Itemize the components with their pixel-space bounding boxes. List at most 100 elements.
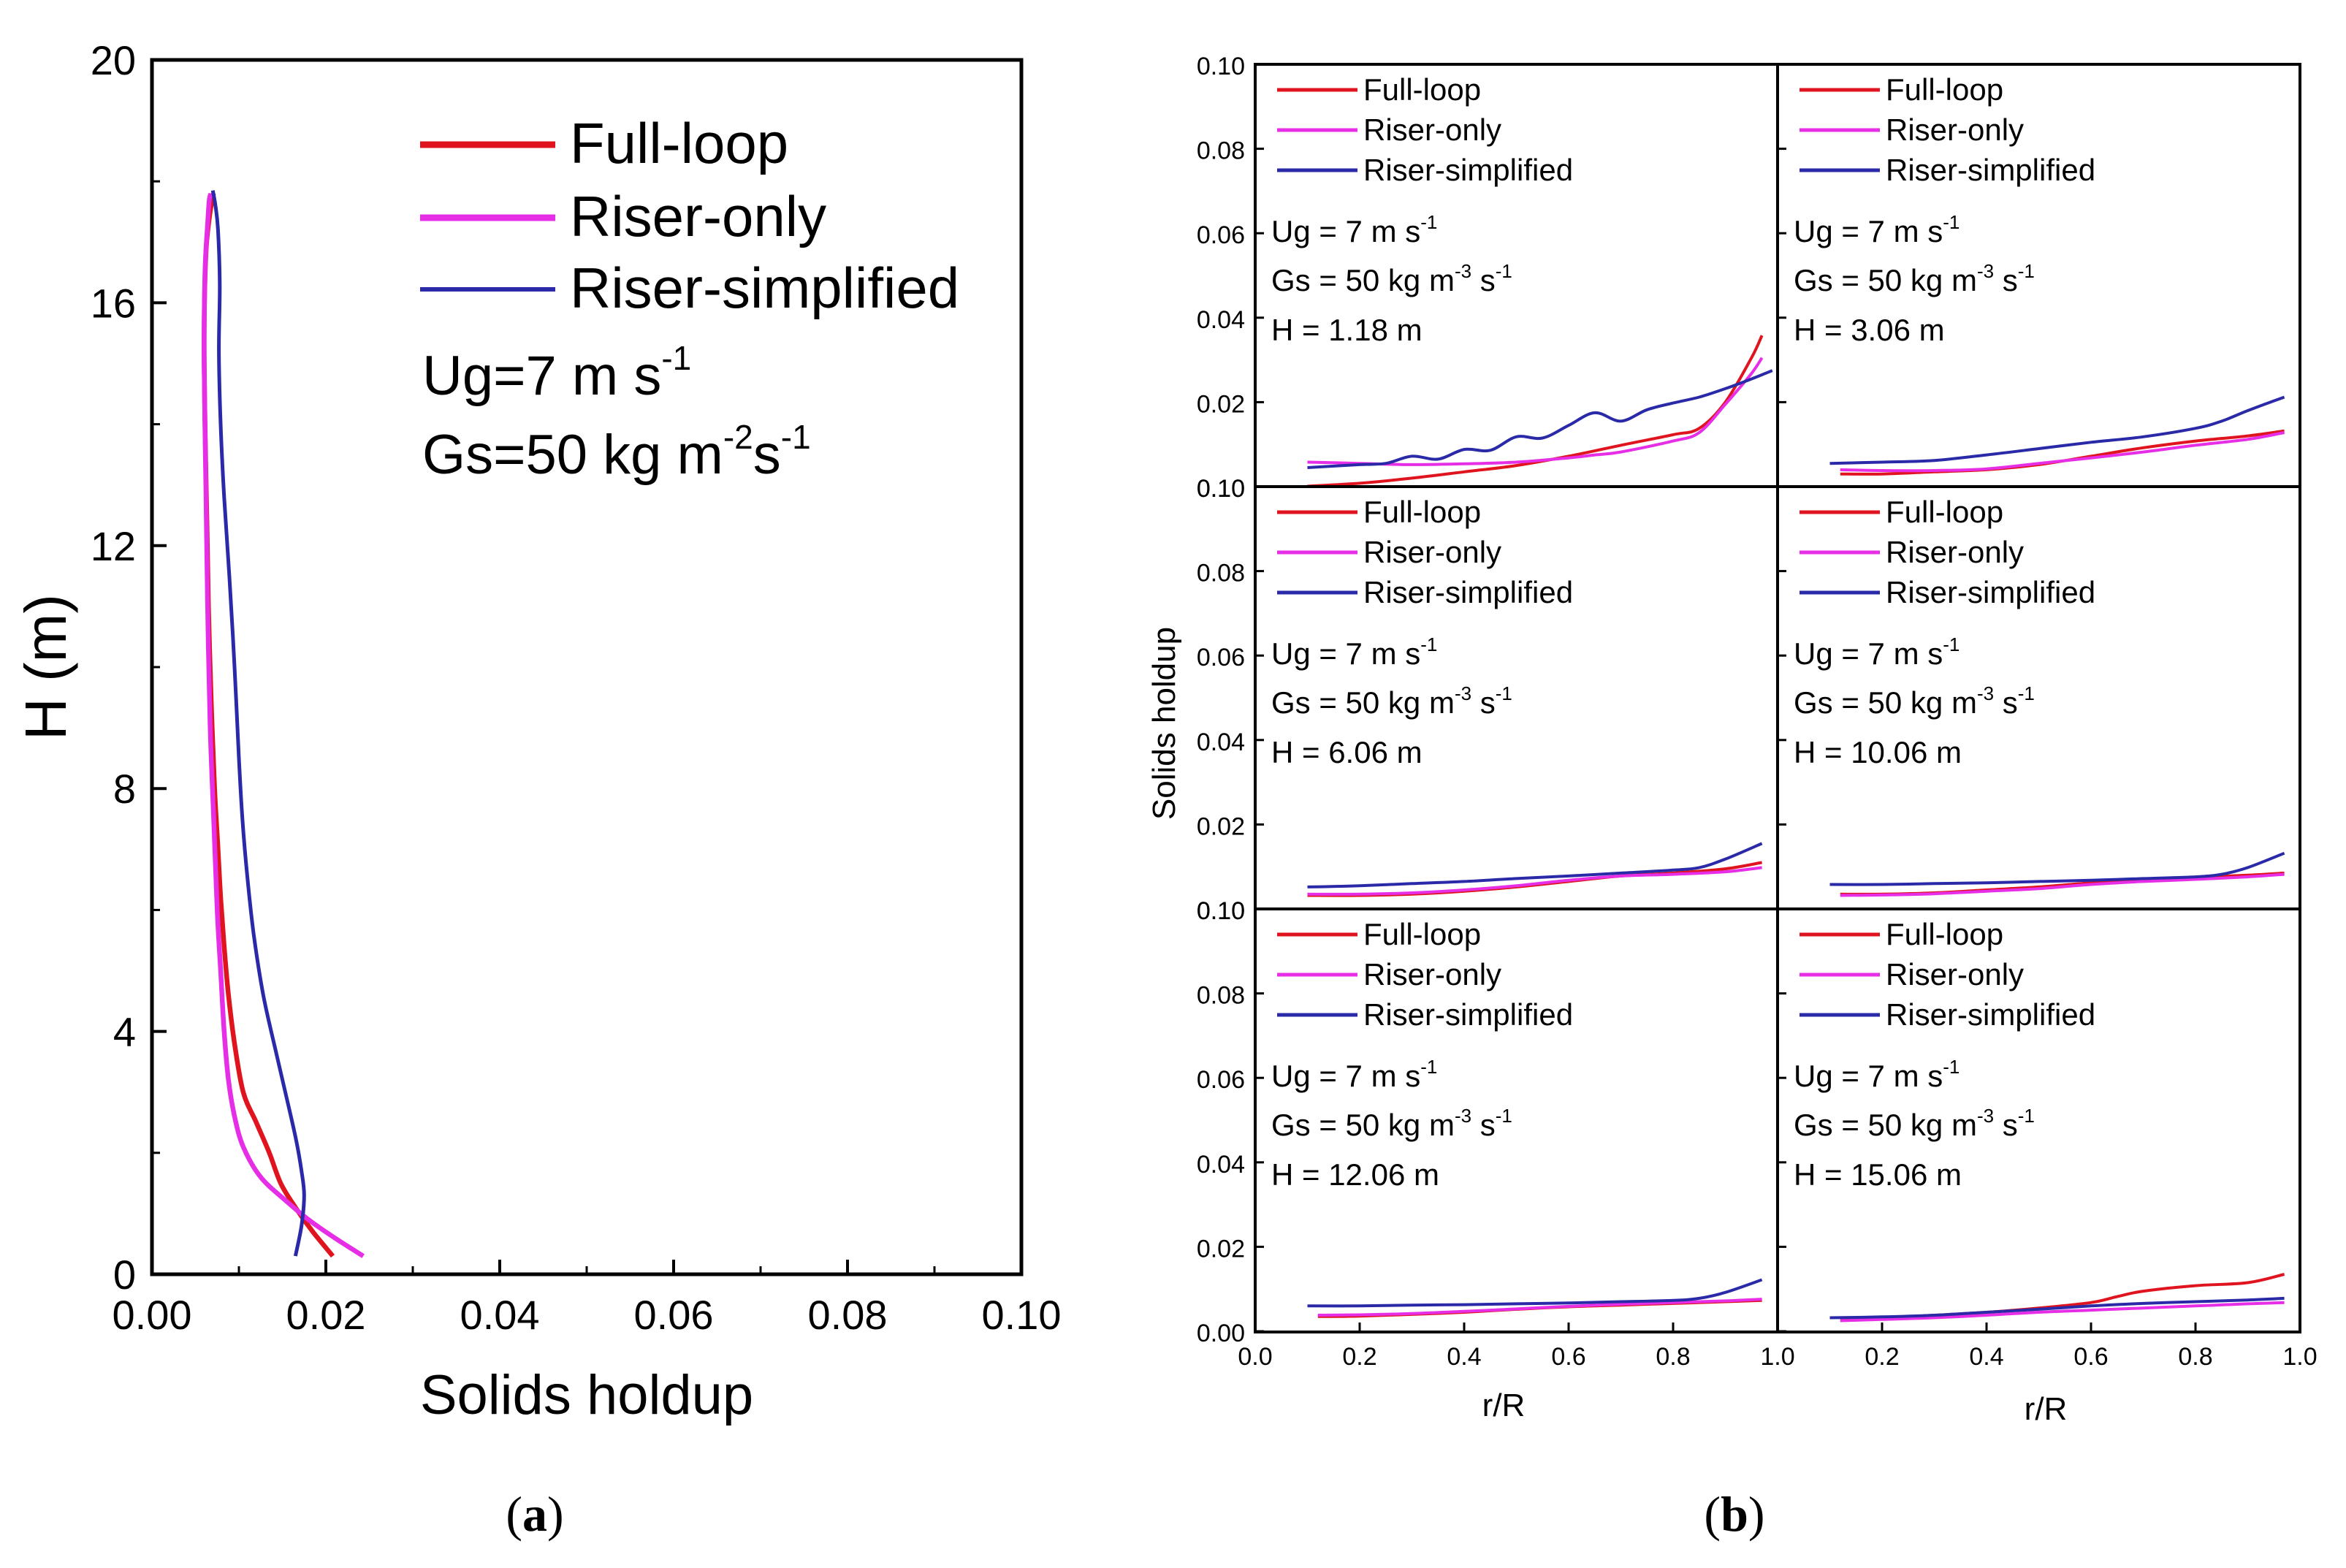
subplot-ug-annotation: Ug = 7 m s-1 <box>1271 1056 1437 1093</box>
panel-b-x-axis-label-left: r/R <box>1482 1388 1526 1423</box>
subplot-legend-label: Riser-only <box>1363 957 1501 992</box>
subplot-y-tick-label: 0.08 <box>1197 560 1245 587</box>
panel-a-chart: 0.00 0.02 0.04 0.06 0.08 0.10 0 4 8 12 16 20 Solids… <box>13 37 1062 1542</box>
subplot-legend-label: Riser-simplified <box>1363 575 1573 609</box>
subplot-legend-label: Riser-simplified <box>1886 153 2095 187</box>
subplot-x-tick-label: 0.4 <box>1969 1343 2003 1371</box>
subplot-y-tick-label: 0.00 <box>1197 1320 1245 1347</box>
subplot-6-line-riser-only <box>1840 1301 2285 1322</box>
subplot-height-annotation: H = 6.06 m <box>1271 735 1423 769</box>
subplot-legend-label: Riser-simplified <box>1886 997 2095 1032</box>
subplot-y-tick-label: 0.06 <box>1197 1066 1245 1094</box>
subplot-1-line-full-loop <box>1307 335 1764 488</box>
subplot-legend-label: Riser-simplified <box>1886 575 2095 609</box>
subplot-ug-annotation: Ug = 7 m s-1 <box>1271 211 1437 248</box>
x-tick-label: 0.06 <box>634 1292 714 1338</box>
subplot-height-annotation: H = 3.06 m <box>1794 313 1945 347</box>
subplot-x-tick-label: 0.8 <box>2178 1343 2212 1371</box>
subplot-x-tick-label: 1.0 <box>1760 1343 1794 1371</box>
subplot-y-tick-label: 0.08 <box>1197 137 1245 165</box>
subplot-y-tick-label: 0.10 <box>1197 897 1245 925</box>
y-tick-label: 16 <box>91 280 136 326</box>
subplot-5-line-riser-only <box>1317 1298 1762 1317</box>
series-line-riser-only <box>202 192 365 1258</box>
subplot-4-line-riser-simplified <box>1829 851 2285 886</box>
panel-a-gs-annotation: Gs=50 kg m-2s-1 <box>422 418 811 486</box>
subplot-ug-annotation: Ug = 7 m s-1 <box>1794 211 1960 248</box>
legend-label-riser-simplified: Riser-simplified <box>570 256 959 320</box>
subplot-2-line-riser-simplified <box>1829 395 2285 465</box>
panel-b-series-lines <box>1307 335 2285 1322</box>
panel-b-chart: 0.10 0.02 0.04 0.06 0.08 0.10 0.10 0.02 0.04 0.06… <box>1146 53 2318 1542</box>
subplot-ug-annotation: Ug = 7 m s-1 <box>1794 633 1960 671</box>
panel-b-subplot-annotations: Full-loop Riser-only Riser-simplified Ug = … <box>1271 72 2095 1192</box>
subplot-3-line-riser-only <box>1307 866 1762 896</box>
panel-b-x-axis-label-right: r/R <box>2025 1391 2068 1427</box>
panel-a-ticks: 0.00 0.02 0.04 0.06 0.08 0.10 0 4 8 12 16 20 <box>91 37 1062 1338</box>
subplot-legend-label: Full-loop <box>1363 917 1481 951</box>
subplot-legend-label: Full-loop <box>1886 917 2003 951</box>
subplot-2-line-riser-only <box>1840 431 2285 473</box>
subplot-y-tick-label: 0.10 <box>1197 53 1245 80</box>
subplot-ug-annotation: Ug = 7 m s-1 <box>1794 1056 1960 1093</box>
subplot-gs-annotation: Gs = 50 kg m-3 s-1 <box>1794 682 2035 720</box>
subplot-6-line-riser-simplified <box>1829 1296 2285 1320</box>
panel-a-label: (a) <box>506 1486 563 1542</box>
subplot-height-annotation: H = 15.06 m <box>1794 1157 1962 1192</box>
x-tick-label: 0.08 <box>808 1292 888 1338</box>
panel-a-ug-annotation: Ug=7 m s-1 <box>422 339 691 407</box>
x-tick-label: 0.00 <box>113 1292 192 1338</box>
subplot-gs-annotation: Gs = 50 kg m-3 s-1 <box>1794 260 2035 297</box>
subplot-3-line-riser-simplified <box>1307 842 1763 888</box>
subplot-x-tick-label: 1.0 <box>2282 1343 2317 1371</box>
subplot-gs-annotation: Gs = 50 kg m-3 s-1 <box>1794 1105 2035 1142</box>
subplot-x-tick-label: 0.8 <box>1656 1343 1690 1371</box>
subplot-legend-label: Riser-only <box>1363 113 1501 147</box>
subplot-y-tick-label: 0.08 <box>1197 982 1245 1010</box>
y-tick-label: 20 <box>91 37 136 83</box>
y-tick-label: 12 <box>91 523 136 569</box>
subplot-legend-label: Full-loop <box>1363 72 1481 107</box>
subplot-y-tick-label: 0.02 <box>1197 390 1245 418</box>
subplot-y-tick-label: 0.10 <box>1197 475 1245 503</box>
subplot-x-tick-label: 0.4 <box>1447 1343 1481 1371</box>
subplot-legend-label: Riser-simplified <box>1363 153 1573 187</box>
y-tick-label: 8 <box>113 766 136 812</box>
subplot-legend-label: Full-loop <box>1886 495 2003 529</box>
subplot-y-tick-label: 0.04 <box>1197 306 1245 334</box>
panel-a-legend: Full-loop Riser-only Riser-simplified <box>420 111 959 320</box>
subplot-height-annotation: H = 12.06 m <box>1271 1157 1439 1192</box>
subplot-y-tick-label: 0.02 <box>1197 812 1245 840</box>
subplot-y-tick-label: 0.06 <box>1197 644 1245 671</box>
subplot-y-tick-label: 0.02 <box>1197 1235 1245 1263</box>
x-tick-label: 0.04 <box>460 1292 540 1338</box>
subplot-y-tick-label: 0.06 <box>1197 221 1245 249</box>
y-tick-label: 0 <box>113 1252 136 1298</box>
subplot-legend-label: Full-loop <box>1886 72 2003 107</box>
series-line-riser-simplified <box>210 190 306 1257</box>
subplot-ug-annotation: Ug = 7 m s-1 <box>1271 633 1437 671</box>
subplot-legend-label: Riser-only <box>1886 957 2024 992</box>
panel-b-label: (b) <box>1704 1486 1764 1542</box>
subplot-1-line-riser-only <box>1307 357 1764 466</box>
panel-a-y-axis-label: H (m) <box>13 594 78 740</box>
subplot-legend-label: Riser-only <box>1363 535 1501 569</box>
subplot-gs-annotation: Gs = 50 kg m-3 s-1 <box>1271 1105 1512 1142</box>
subplot-legend-label: Full-loop <box>1363 495 1481 529</box>
panel-a-series-lines <box>202 190 365 1258</box>
panel-b-ticks: 0.10 0.02 0.04 0.06 0.08 0.10 0.10 0.02 0.04 0.06… <box>1197 53 2318 1371</box>
y-tick-label: 4 <box>113 1009 136 1055</box>
subplot-height-annotation: H = 10.06 m <box>1794 735 1962 769</box>
x-tick-label: 0.10 <box>982 1292 1062 1338</box>
subplot-5-line-riser-simplified <box>1307 1278 1763 1308</box>
subplot-legend-label: Riser-only <box>1886 113 2024 147</box>
x-tick-label: 0.02 <box>286 1292 366 1338</box>
subplot-legend-label: Riser-only <box>1886 535 2024 569</box>
subplot-y-tick-label: 0.10 <box>1197 897 1245 925</box>
subplot-legend-label: Riser-simplified <box>1363 997 1573 1032</box>
subplot-y-tick-label: 0.04 <box>1197 728 1245 756</box>
panel-a-x-axis-label: Solids holdup <box>420 1364 753 1426</box>
legend-label-full-loop: Full-loop <box>570 111 788 175</box>
subplot-x-tick-label: 0.2 <box>1865 1343 1899 1371</box>
